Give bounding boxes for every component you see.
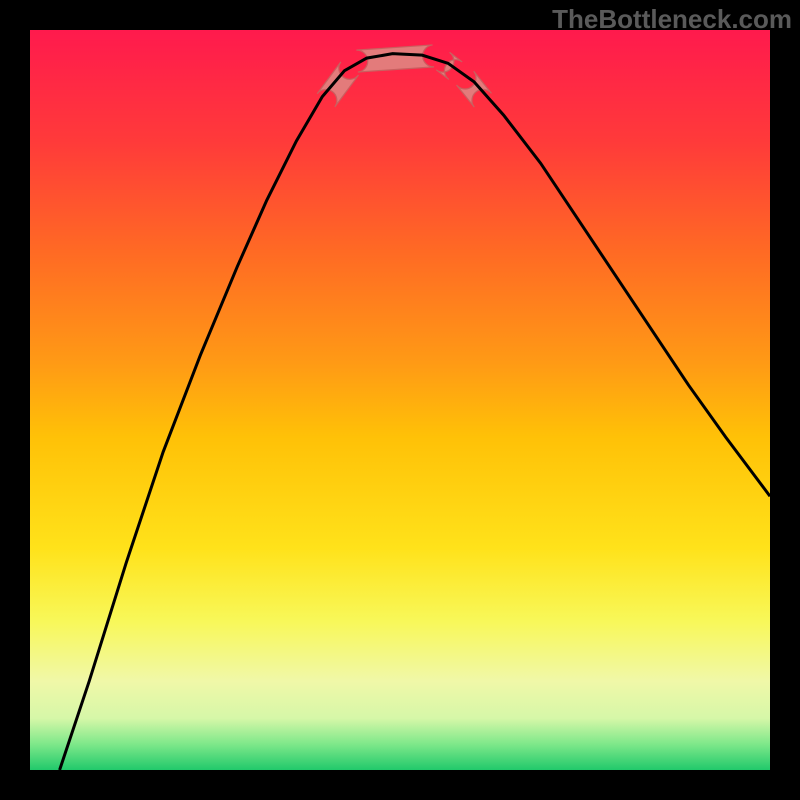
watermark-text: TheBottleneck.com [552,4,792,35]
gradient-background [30,30,770,770]
bottleneck-curve-chart [0,0,800,800]
